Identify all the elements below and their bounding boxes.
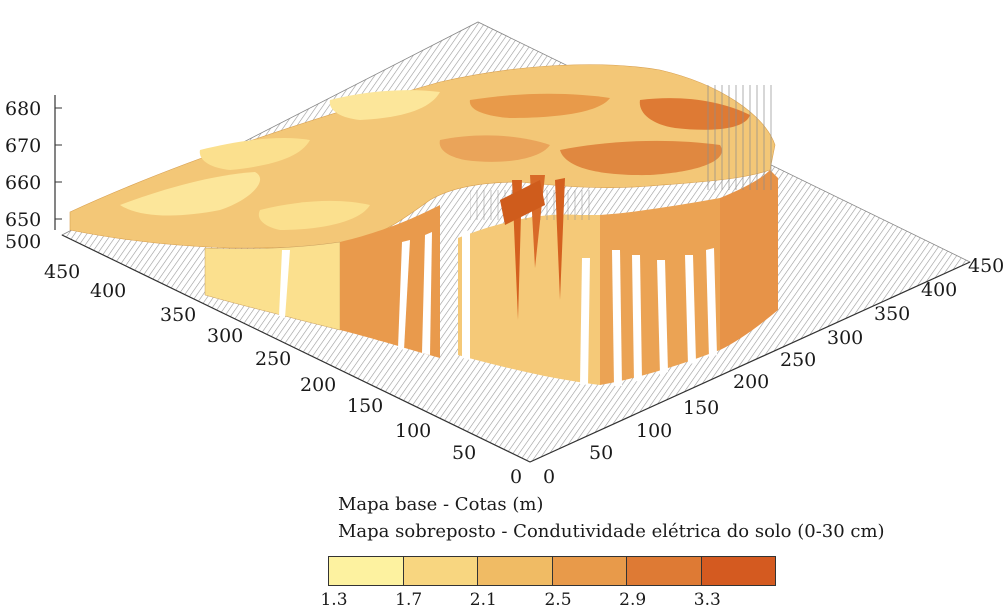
legend-label: 2.1: [469, 590, 497, 610]
left-tick-50: 50: [452, 442, 476, 464]
left-tick-450: 450: [44, 261, 80, 283]
right-axis-line: [529, 261, 971, 463]
overlay-map-caption: Mapa sobreposto - Condutividade elétrica…: [338, 521, 885, 542]
white-gaps: [279, 230, 717, 386]
right-tick-400: 400: [921, 279, 957, 301]
spike-4: [500, 180, 545, 225]
surface-patch-light-2: [199, 138, 310, 170]
left-tick-250: 250: [255, 348, 291, 370]
left-tick-350: 350: [160, 304, 196, 326]
legend-swatch: [329, 557, 404, 585]
color-legend: [328, 556, 776, 586]
z-axis-ticks: [55, 107, 62, 220]
wall-inner: [458, 214, 600, 385]
right-tick-200: 200: [733, 371, 769, 393]
legend-label: 3.3: [693, 590, 721, 610]
legend-label: 1.7: [395, 590, 423, 610]
left-tick-100: 100: [395, 420, 431, 442]
z-tick-650: 650: [5, 209, 41, 231]
right-tick-250: 250: [780, 349, 816, 371]
legend-swatch: [478, 557, 553, 585]
z-tick-660: 660: [5, 172, 41, 194]
z-tick-670: 670: [5, 135, 41, 157]
legend-swatch: [701, 557, 775, 585]
z-tick-680: 680: [5, 98, 41, 120]
left-tick-400: 400: [90, 280, 126, 302]
legend-swatch: [552, 557, 627, 585]
right-tick-300: 300: [827, 327, 863, 349]
left-axis-line: [61, 234, 531, 463]
right-tick-450: 450: [968, 255, 1004, 277]
left-tick-200: 200: [300, 374, 336, 396]
right-tick-150: 150: [683, 397, 719, 419]
legend-swatch: [627, 557, 702, 585]
hatch-wall-right: [705, 85, 775, 190]
legend-label: 2.5: [544, 590, 572, 610]
legend-label: 2.9: [619, 590, 647, 610]
surface-patch-dark-2: [560, 140, 722, 176]
surface-patch-light-3: [329, 90, 440, 120]
wall-middle: [340, 205, 440, 358]
surface-patch-dark-1: [469, 93, 610, 118]
wall-right: [720, 170, 778, 350]
left-tick-500: 500: [5, 231, 41, 253]
surface-patch-light-1: [120, 172, 261, 216]
right-tick-50: 50: [589, 442, 613, 464]
left-tick-0: 0: [510, 466, 522, 488]
legend-swatch: [403, 557, 478, 585]
spike-3: [555, 178, 565, 300]
left-tick-150: 150: [347, 395, 383, 417]
right-tick-350: 350: [874, 303, 910, 325]
surface-patch-dark-4: [439, 135, 550, 162]
left-tick-300: 300: [207, 325, 243, 347]
right-tick-100: 100: [636, 420, 672, 442]
right-tick-0: 0: [543, 466, 555, 488]
surface-patch-light-4: [258, 200, 370, 230]
legend-label: 1.3: [320, 590, 348, 610]
base-map-caption: Mapa base - Cotas (m): [338, 494, 544, 515]
